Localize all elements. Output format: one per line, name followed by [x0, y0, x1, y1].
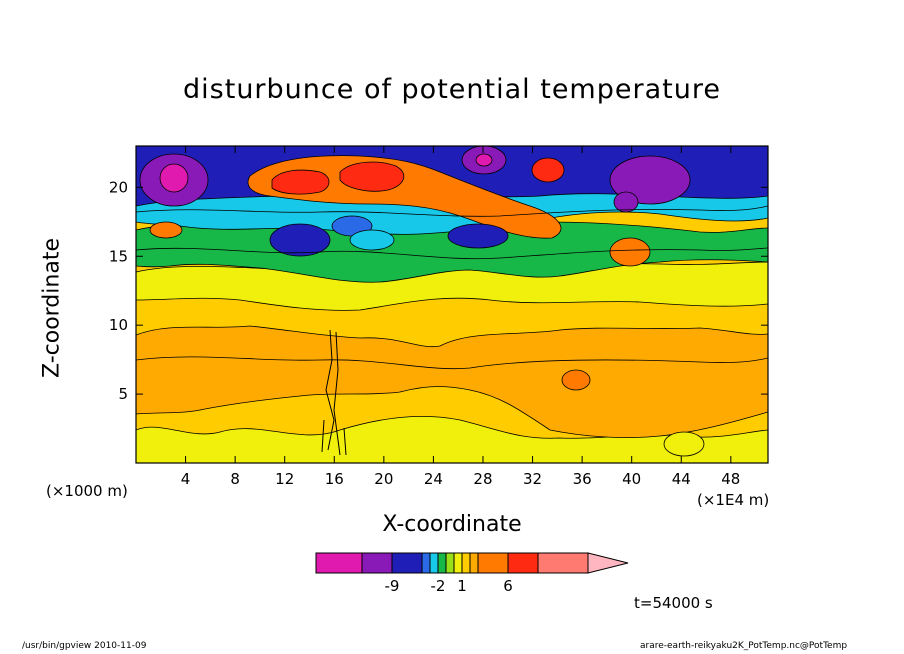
purple-blob-right-2 — [613, 191, 639, 213]
cyan-lens — [349, 229, 395, 251]
x-tick-label: 36 — [573, 470, 592, 488]
blue-lens-c — [447, 223, 509, 249]
x-tick-label: 24 — [424, 470, 443, 488]
colorbar-tick-label: 1 — [457, 577, 467, 595]
x-unit-left: (×1000 m) — [46, 482, 128, 500]
colorbar: -9 -2 1 6 — [315, 552, 629, 595]
y-tick-label: 10 — [109, 316, 128, 334]
colorbar-swatch — [453, 552, 463, 574]
warm-core-red-b — [339, 161, 405, 192]
warm-core-red-a — [271, 169, 330, 195]
x-axis-label: X-coordinate — [382, 512, 522, 537]
colorbar-swatch — [537, 552, 589, 574]
x-tick-label: 12 — [275, 470, 294, 488]
y-tick-label: 5 — [118, 385, 128, 403]
orange-blob-right — [609, 237, 651, 267]
colorbar-swatch — [361, 552, 393, 574]
magenta-blob-left — [159, 163, 189, 193]
x-axis-ticks: 4 8 12 16 20 24 28 32 36 40 44 48 — [181, 146, 740, 488]
colorbar-tick-label: -2 — [431, 577, 446, 595]
potential-temperature-field — [136, 146, 768, 463]
yellow-pocket-bottom — [663, 431, 705, 457]
colorbar-swatch — [477, 552, 509, 574]
chart-title: disturbunce of potential temperature — [183, 74, 721, 105]
magenta-blob-center — [475, 153, 493, 167]
footer-right: arare-earth-reikyaku2K_PotTemp.nc@PotTem… — [640, 641, 848, 651]
x-tick-label: 44 — [672, 470, 691, 488]
mid-layer-orange — [136, 325, 768, 439]
footer-left: /usr/bin/gpview 2010-11-09 — [22, 641, 147, 651]
convective-plume — [321, 329, 347, 456]
colorbar-swatch — [429, 552, 439, 574]
colorbar-swatch — [507, 552, 539, 574]
x-tick-label: 16 — [325, 470, 344, 488]
colorbar-swatch — [445, 552, 455, 574]
plot-frame — [135, 145, 769, 464]
orange-warm-pocket-left — [149, 221, 183, 239]
colorbar-swatch — [469, 552, 479, 574]
y-axis-label: Z-coordinate — [39, 238, 65, 378]
colorbar-swatch — [315, 552, 363, 574]
colorbar-tick-label: -9 — [385, 577, 400, 595]
x-tick-label: 32 — [523, 470, 542, 488]
x-tick-label: 40 — [622, 470, 641, 488]
x-tick-label: 48 — [721, 470, 740, 488]
contour-lines — [136, 205, 768, 370]
x-tick-label: 20 — [374, 470, 393, 488]
colorbar-swatch — [391, 552, 423, 574]
colorbar-extend-arrow — [587, 552, 629, 574]
orange-warm-pocket-right — [561, 369, 591, 391]
colorbar-swatch — [421, 552, 431, 574]
purple-blob-right — [609, 155, 691, 205]
y-axis-ticks: 5 10 15 20 — [109, 178, 768, 403]
red-blob-right — [531, 157, 565, 183]
blue-lens-a — [269, 223, 331, 257]
x-tick-label: 8 — [230, 470, 240, 488]
y-tick-label: 15 — [109, 247, 128, 265]
colorbar-swatch — [437, 552, 447, 574]
x-tick-label: 28 — [473, 470, 492, 488]
x-tick-label: 4 — [181, 470, 191, 488]
colorbar-tick-label: 6 — [503, 577, 513, 595]
x-unit-right: (×1E4 m) — [697, 491, 770, 509]
time-label: t=54000 s — [634, 594, 713, 612]
y-tick-label: 20 — [109, 178, 128, 196]
colorbar-swatch — [461, 552, 471, 574]
